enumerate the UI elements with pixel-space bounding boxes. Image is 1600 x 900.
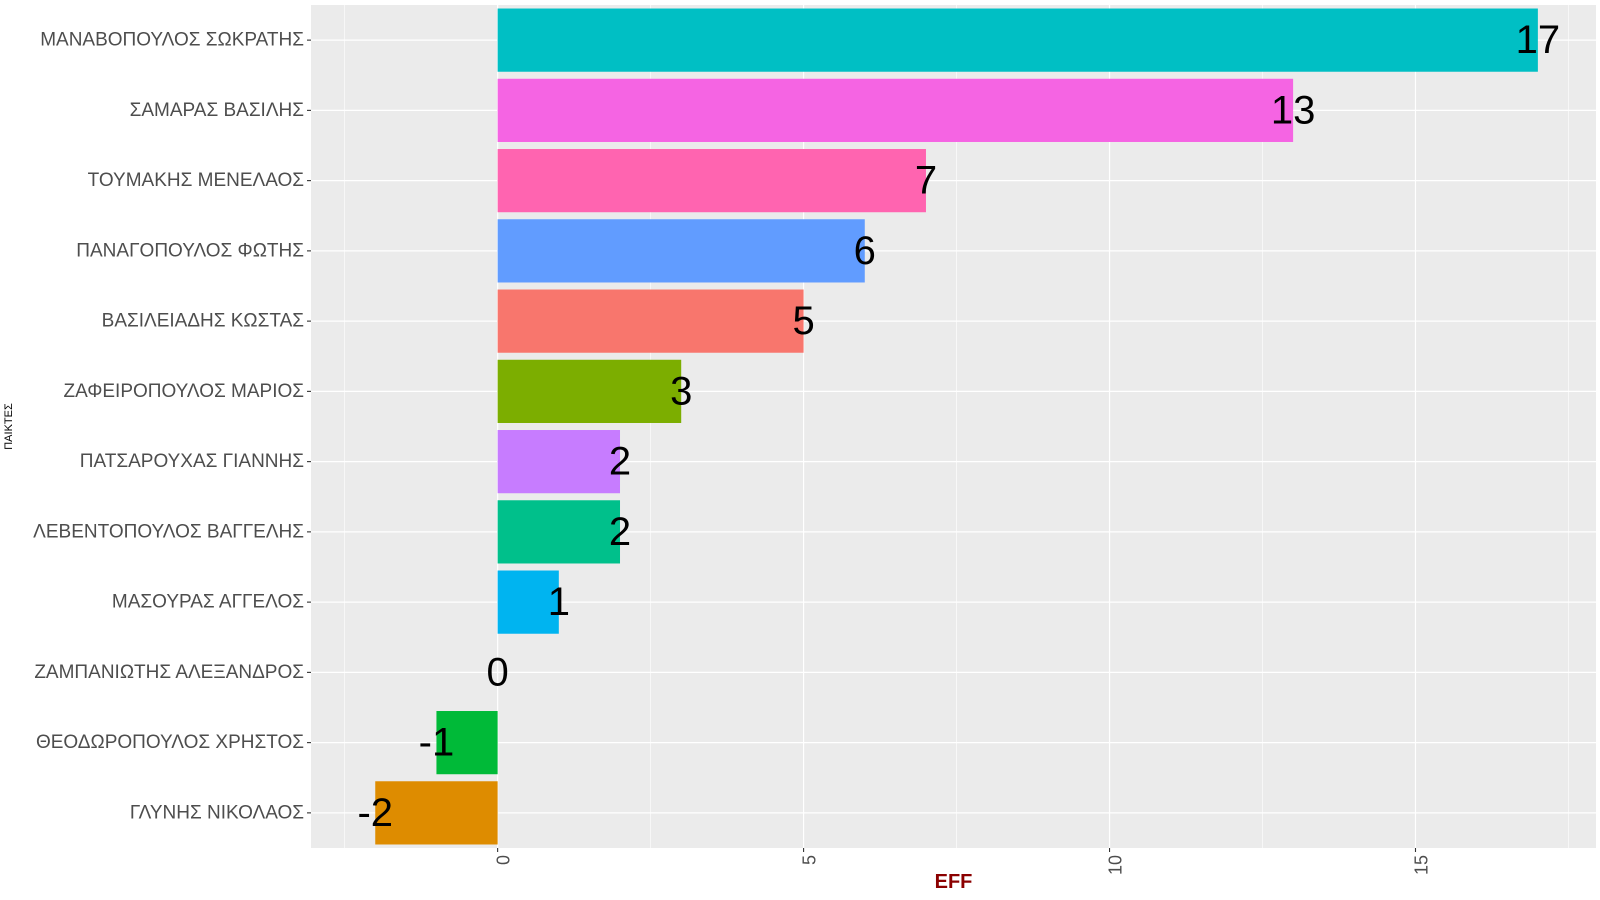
y-tick-label: ΜΑΝΑΒΟΠΟΥΛΟΣ ΣΩΚΡΑΤΗΣ — [40, 30, 304, 51]
bar — [497, 570, 559, 634]
y-tick-label: ΤΟΥΜΑΚΗΣ ΜΕΝΕΛΑΟΣ — [88, 170, 304, 191]
data-label: 0 — [487, 650, 509, 694]
y-tick-label: ΖΑΜΠΑΝΙΩΤΗΣ ΑΛΕΞΑΝΔΡΟΣ — [34, 662, 304, 683]
x-tick-label: 0 — [494, 855, 514, 865]
bar — [497, 359, 682, 423]
x-axis-title: EFF — [935, 871, 973, 893]
x-tick-label: 5 — [800, 855, 820, 865]
y-tick-label: ΖΑΦΕΙΡΟΠΟΥΛΟΣ ΜΑΡΙΟΣ — [63, 381, 304, 402]
y-tick-label: ΛΕΒΕΝΤΟΠΟΥΛΟΣ ΒΑΓΓΕΛΗΣ — [33, 521, 304, 542]
x-tick-label: 15 — [1411, 855, 1431, 875]
data-label: -2 — [357, 791, 393, 835]
data-label: 7 — [915, 159, 937, 203]
y-tick-label: ΣΑΜΑΡΑΣ ΒΑΣΙΛΗΣ — [130, 100, 304, 121]
data-label: 2 — [609, 440, 631, 484]
bar — [497, 430, 621, 494]
data-label: -1 — [419, 721, 455, 765]
bars — [375, 8, 1538, 845]
y-axis-title: ΠΑΙΚΤΕΣ — [3, 403, 15, 450]
bar — [497, 78, 1294, 142]
bar — [436, 711, 498, 775]
data-label: 13 — [1271, 88, 1316, 132]
bar — [497, 500, 621, 564]
data-label: 17 — [1516, 18, 1561, 62]
y-axis: ΜΑΝΑΒΟΠΟΥΛΟΣ ΣΩΚΡΑΤΗΣ ΣΑΜΑΡΑΣ ΒΑΣΙΛΗΣ ΤΟΥΜ… — [33, 30, 311, 823]
y-tick-label: ΓΛΥΝΗΣ ΝΙΚΟΛΑΟΣ — [130, 802, 304, 823]
minor-gridlines — [344, 5, 1569, 848]
y-tick-label: ΒΑΣΙΛΕΙΑΔΗΣ ΚΩΣΤΑΣ — [102, 311, 304, 332]
x-tick-label: 10 — [1106, 855, 1126, 875]
bar — [375, 781, 498, 845]
y-tick-label: ΠΑΤΣΑΡΟΥΧΑΣ ΓΙΑΝΝΗΣ — [80, 451, 304, 472]
y-tick-label: ΠΑΝΑΓΟΠΟΥΛΟΣ ΦΩΤΗΣ — [76, 240, 304, 261]
data-label: 2 — [609, 510, 631, 554]
data-label: 1 — [548, 580, 570, 624]
y-tick-label: ΜΑΣΟΥΡΑΣ ΑΓΓΕΛΟΣ — [112, 592, 304, 613]
data-label: 3 — [670, 369, 692, 413]
plot-panel — [311, 5, 1596, 848]
bar — [497, 149, 926, 213]
data-label: 5 — [792, 299, 814, 343]
x-axis: 0 5 10 15 — [494, 848, 1431, 875]
bar — [497, 8, 1538, 72]
bar — [497, 289, 804, 353]
bar — [497, 219, 865, 283]
data-label: 6 — [854, 229, 876, 273]
y-tick-label: ΘΕΟΔΩΡΟΠΟΥΛΟΣ ΧΡΗΣΤΟΣ — [36, 732, 304, 753]
